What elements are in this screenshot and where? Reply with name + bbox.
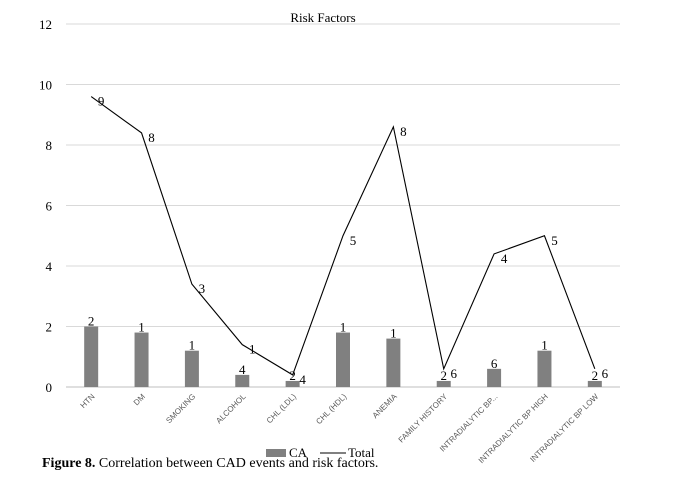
bar-ca bbox=[436, 380, 451, 387]
legend-label-ca: CA bbox=[289, 445, 308, 460]
bar-data-label: 2 bbox=[88, 314, 95, 329]
bar-data-label: 6 bbox=[491, 356, 498, 371]
line-data-label: 4 bbox=[299, 372, 306, 387]
line-total bbox=[90, 96, 596, 376]
x-category-label: DM bbox=[132, 392, 147, 407]
x-category-label: HTN bbox=[79, 392, 97, 410]
y-axis-ticks: 0 2 4 6 8 10 12 bbox=[39, 17, 53, 395]
line-data-label: 1 bbox=[249, 342, 256, 357]
bar-series-ca bbox=[84, 326, 602, 387]
bar-data-label: 1 bbox=[138, 320, 145, 335]
legend: CA Total bbox=[266, 445, 375, 460]
x-axis-categories: HTN DM SMOKING ALCOHOL CHL (LDL) CHL (HDL) ANE… bbox=[79, 392, 601, 466]
y-tick-label: 6 bbox=[46, 199, 53, 214]
line-data-label: 6 bbox=[602, 366, 609, 381]
x-category-label: SMOKING bbox=[164, 392, 197, 425]
line-series-total bbox=[90, 96, 596, 376]
bar-ca bbox=[184, 350, 199, 387]
bar-data-label: 1 bbox=[390, 326, 397, 341]
x-category-label: ALCOHOL bbox=[214, 392, 248, 426]
x-category-label: CHL (LDL) bbox=[265, 392, 298, 425]
caption-prefix: Figure 8. bbox=[42, 456, 96, 471]
line-data-label: 6 bbox=[450, 366, 457, 381]
x-category-label: CHL (HDL) bbox=[314, 392, 348, 426]
line-data-label: 9 bbox=[98, 94, 105, 109]
bar-ca bbox=[386, 338, 401, 387]
y-tick-label: 2 bbox=[46, 320, 53, 335]
line-data-label: 3 bbox=[199, 281, 206, 296]
line-data-label: 4 bbox=[501, 251, 508, 266]
bar-ca bbox=[336, 332, 350, 387]
x-category-label: FAMILY HISTORY bbox=[397, 392, 450, 445]
bar-data-label: 1 bbox=[340, 320, 347, 335]
y-tick-label: 0 bbox=[46, 380, 53, 395]
y-tick-label: 8 bbox=[46, 138, 53, 153]
chart-title: Risk Factors bbox=[290, 10, 355, 25]
x-category-label: ANEMIA bbox=[371, 392, 400, 421]
bar-ca bbox=[84, 326, 99, 387]
bar-ca bbox=[537, 350, 552, 387]
bar-ca bbox=[587, 380, 602, 387]
bar-data-label: 2 bbox=[440, 368, 447, 383]
gridlines bbox=[66, 23, 620, 388]
bar-ca bbox=[487, 368, 502, 387]
y-tick-label: 10 bbox=[39, 78, 52, 93]
bar-ca bbox=[285, 380, 300, 387]
legend-label-total: Total bbox=[348, 445, 375, 460]
y-tick-label: 12 bbox=[39, 17, 52, 32]
bar-data-label: 4 bbox=[239, 362, 246, 377]
line-data-label: 5 bbox=[350, 233, 357, 248]
figure-caption: Figure 8. Correlation between CAD events… bbox=[42, 456, 378, 472]
bar-data-label: 2 bbox=[592, 368, 599, 383]
bar-ca bbox=[134, 332, 149, 387]
bar-data-label: 1 bbox=[541, 338, 548, 353]
bar-ca bbox=[235, 374, 250, 387]
y-tick-label: 4 bbox=[46, 259, 53, 274]
bar-data-label: 2 bbox=[289, 368, 296, 383]
bar-data-label: 1 bbox=[189, 338, 196, 353]
line-data-label: 5 bbox=[551, 233, 558, 248]
legend-swatch-ca bbox=[266, 449, 286, 457]
line-data-label: 8 bbox=[400, 124, 407, 139]
line-data-label: 8 bbox=[148, 130, 155, 145]
caption-text: Correlation between CAD events and risk … bbox=[95, 456, 379, 471]
